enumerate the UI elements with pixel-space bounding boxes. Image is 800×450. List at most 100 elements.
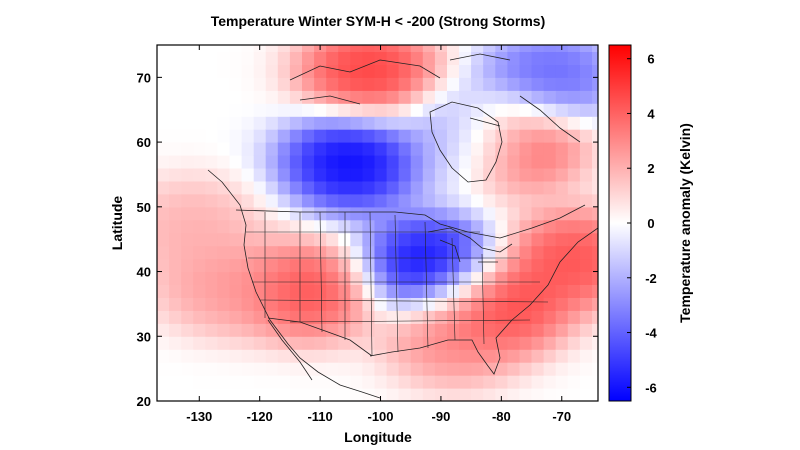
heatmap-cell bbox=[350, 323, 363, 337]
heatmap-cell bbox=[434, 258, 448, 273]
heatmap-cell bbox=[277, 64, 291, 78]
heatmap-cell bbox=[434, 103, 448, 117]
heatmap-cell bbox=[434, 168, 448, 182]
heatmap-cell bbox=[314, 206, 327, 221]
heatmap-cell bbox=[398, 77, 412, 91]
heatmap-cell bbox=[217, 245, 231, 260]
heatmap-cell bbox=[253, 310, 267, 324]
heatmap-cell bbox=[543, 232, 557, 247]
heatmap-cell bbox=[217, 375, 231, 389]
heatmap-cell bbox=[350, 349, 363, 363]
heatmap-cell bbox=[398, 129, 412, 143]
heatmap-cell bbox=[495, 142, 508, 156]
heatmap-cell bbox=[374, 103, 388, 117]
heatmap-cell bbox=[410, 258, 424, 273]
heatmap-cell bbox=[157, 349, 170, 363]
heatmap-cell bbox=[326, 349, 339, 363]
y-tick-label: 70 bbox=[137, 70, 151, 85]
heatmap-cell bbox=[592, 51, 598, 65]
heatmap-cell bbox=[302, 142, 315, 156]
heatmap-cell bbox=[289, 375, 303, 389]
heatmap-cell bbox=[314, 310, 327, 324]
heatmap-cell bbox=[398, 45, 412, 52]
heatmap-cell bbox=[543, 336, 557, 350]
heatmap-cell bbox=[471, 388, 484, 401]
heatmap-cell bbox=[362, 155, 376, 169]
heatmap-cell bbox=[265, 90, 279, 104]
heatmap-cell bbox=[193, 219, 206, 234]
heatmap-cell bbox=[422, 155, 436, 169]
heatmap-cell bbox=[217, 51, 231, 65]
heatmap-cell bbox=[181, 284, 194, 298]
heatmap-cell bbox=[519, 45, 533, 52]
heatmap-cell bbox=[350, 77, 363, 91]
heatmap-cell bbox=[314, 362, 327, 376]
heatmap-cell bbox=[398, 142, 412, 156]
heatmap-cell bbox=[507, 284, 521, 298]
heatmap-cell bbox=[265, 271, 279, 285]
heatmap-cell bbox=[483, 310, 496, 324]
heatmap-cell bbox=[592, 180, 598, 195]
heatmap-cell bbox=[157, 142, 170, 156]
heatmap-cell bbox=[193, 284, 206, 298]
heatmap-cell bbox=[181, 64, 194, 78]
heatmap-cell bbox=[289, 103, 303, 117]
heatmap-cell bbox=[519, 77, 533, 91]
heatmap-cell bbox=[374, 77, 388, 91]
heatmap-cell bbox=[217, 142, 231, 156]
heatmap-cell bbox=[567, 77, 581, 91]
heatmap-cell bbox=[169, 362, 182, 376]
heatmap-cell bbox=[302, 129, 315, 143]
heatmap-cell bbox=[205, 323, 218, 337]
heatmap-cell bbox=[398, 155, 412, 169]
heatmap-cell bbox=[350, 271, 363, 285]
heatmap-cell bbox=[374, 116, 388, 130]
heatmap-cell bbox=[519, 323, 533, 337]
heatmap-cell bbox=[374, 310, 388, 324]
heatmap-cell bbox=[374, 375, 388, 389]
heatmap-cell bbox=[471, 77, 484, 91]
heatmap-cell bbox=[507, 64, 521, 78]
heatmap-cell bbox=[579, 51, 593, 65]
heatmap-cell bbox=[386, 180, 400, 195]
heatmap-cell bbox=[241, 362, 255, 376]
heatmap-cell bbox=[193, 349, 206, 363]
heatmap-cell bbox=[241, 297, 255, 311]
heatmap-cell bbox=[592, 155, 598, 169]
heatmap-cell bbox=[326, 388, 339, 401]
heatmap-cell bbox=[459, 245, 472, 260]
heatmap-cell bbox=[555, 206, 569, 221]
heatmap-cell bbox=[289, 258, 303, 273]
heatmap-cell bbox=[205, 45, 218, 52]
heatmap-cell bbox=[157, 180, 170, 195]
heatmap-cell bbox=[229, 64, 243, 78]
heatmap-cell bbox=[519, 129, 533, 143]
heatmap-cell bbox=[507, 297, 521, 311]
heatmap-cell bbox=[350, 362, 363, 376]
heatmap-cell bbox=[157, 245, 170, 260]
heatmap-cell bbox=[181, 323, 194, 337]
heatmap-cell bbox=[507, 375, 521, 389]
heatmap-cell bbox=[495, 129, 508, 143]
heatmap-cell bbox=[483, 155, 496, 169]
heatmap-cell bbox=[338, 310, 351, 324]
x-tick-label: -90 bbox=[432, 409, 451, 424]
heatmap-cell bbox=[410, 297, 424, 311]
heatmap-cell bbox=[289, 77, 303, 91]
heatmap-cell bbox=[241, 375, 255, 389]
heatmap-cell bbox=[362, 336, 376, 350]
heatmap-cell bbox=[434, 116, 448, 130]
heatmap-cell bbox=[181, 193, 194, 208]
heatmap-cell bbox=[447, 51, 460, 65]
heatmap-cell bbox=[205, 155, 218, 169]
heatmap-cell bbox=[471, 271, 484, 285]
heatmap-cell bbox=[543, 51, 557, 65]
heatmap-cell bbox=[386, 64, 400, 78]
heatmap-cell bbox=[386, 90, 400, 104]
heatmap-cell bbox=[447, 180, 460, 195]
heatmap-cell bbox=[447, 64, 460, 78]
heatmap-cell bbox=[579, 219, 593, 234]
heatmap-cell bbox=[217, 219, 231, 234]
heatmap-cell bbox=[362, 349, 376, 363]
heatmap-cell bbox=[386, 245, 400, 260]
